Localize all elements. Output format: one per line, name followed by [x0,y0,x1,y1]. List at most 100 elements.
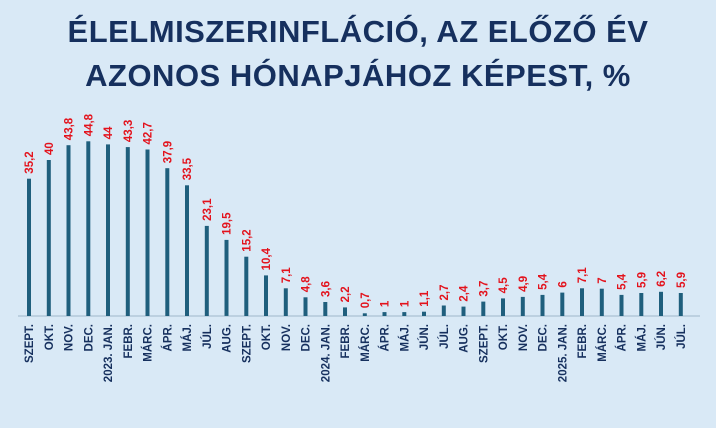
bar-33 [678,293,683,316]
bar-20 [422,311,426,316]
category-label-29: MÁRC. [596,324,609,362]
bar-9 [204,225,209,316]
category-label-1: OKT. [44,324,56,350]
chart-marks: 35,2 SZEPT. 40 OKT. 43,8 NOV. 44,8 DEC. 44 2023. … [24,113,688,382]
value-label-16: 2,2 [340,286,352,302]
category-label-20: JÚN. [418,324,431,350]
category-label-0: SZEPT. [24,324,36,363]
category-label-26: DEC. [538,324,550,351]
value-label-25: 4,9 [518,276,530,292]
category-label-27: 2025. JAN. [557,324,569,382]
value-label-33: 5,9 [676,272,688,288]
value-label-4: 44 [103,126,115,139]
value-label-24: 4,5 [498,277,510,294]
bar-6 [145,149,150,316]
value-label-10: 19,5 [222,212,234,235]
bar-1 [46,160,51,316]
category-label-18: ÁPR. [379,324,392,351]
bar-26 [540,294,545,316]
category-label-13: NOV. [281,324,293,351]
bar-28 [580,288,584,316]
bar-29 [599,288,604,316]
bar-31 [639,293,644,316]
value-label-14: 4,8 [301,276,313,293]
value-label-13: 7,1 [281,267,293,284]
category-label-12: OKT. [261,324,273,350]
value-label-8: 33,5 [182,157,194,180]
category-label-25: NOV. [518,324,530,351]
value-label-20: 1,1 [419,290,431,307]
bar-25 [520,296,525,316]
value-label-26: 5,4 [538,273,550,290]
category-label-11: SZEPT. [241,324,253,363]
value-label-7: 37,9 [162,141,174,163]
category-label-31: MÁJ. [635,324,648,351]
category-label-17: MÁRC. [359,324,372,362]
bar-4 [106,144,110,316]
category-label-10: AUG. [222,324,234,353]
chart-title-line-1: ÉLELMISZERINFLÁCIÓ, AZ ELŐZŐ ÉV [68,13,649,49]
value-label-9: 23,1 [202,198,214,221]
value-label-0: 35,2 [24,151,36,173]
bar-30 [619,294,624,316]
bar-18 [382,312,387,316]
value-label-3: 44,8 [83,113,95,136]
value-label-12: 10,4 [261,247,273,270]
bar-22 [461,306,466,316]
category-label-23: SZEPT. [478,324,490,363]
bar-8 [185,185,189,316]
value-label-2: 43,8 [64,117,76,140]
value-label-19: 1 [399,300,411,307]
category-label-24: OKT. [498,324,510,350]
category-label-15: 2024. JAN. [320,324,332,382]
bar-0 [27,178,31,316]
category-label-16: FEBR. [340,324,352,359]
category-label-33: JÚL. [675,324,688,349]
category-label-19: MÁJ. [398,324,411,351]
category-label-30: ÁPR. [616,324,629,351]
bar-21 [441,305,446,316]
category-label-8: MÁJ. [181,324,194,351]
value-label-23: 3,7 [478,281,490,297]
value-label-32: 6,2 [656,271,668,287]
bar-27 [560,292,565,316]
value-label-6: 42,7 [143,122,155,144]
value-label-28: 7,1 [577,267,589,284]
category-label-9: JÚL. [201,324,214,349]
value-label-18: 1 [380,300,392,307]
category-label-2: NOV. [64,324,76,351]
bar-12 [264,275,268,316]
value-label-30: 5,4 [617,273,629,290]
value-label-22: 2,4 [459,285,471,302]
value-label-29: 7 [597,277,609,283]
value-label-31: 5,9 [636,272,648,288]
bar-17 [362,313,367,316]
value-label-11: 15,2 [241,229,253,251]
value-label-1: 40 [44,142,56,155]
category-label-6: MÁRC. [142,324,155,362]
bar-14 [303,297,308,316]
category-label-21: JÚL. [438,324,451,349]
value-label-17: 0,7 [360,292,372,308]
bar-7 [165,168,170,316]
bar-16 [343,307,347,316]
bar-23 [481,301,486,316]
bar-19 [402,312,407,316]
bar-3 [86,141,91,316]
category-label-5: FEBR. [123,324,135,359]
bar-15 [323,302,328,316]
bar-32 [659,291,663,316]
value-label-21: 2,7 [439,285,451,301]
bar-2 [66,145,71,316]
category-label-32: JÚN. [655,324,668,350]
value-label-27: 6 [557,281,569,287]
bar-10 [224,239,229,316]
bar-5 [125,147,130,316]
category-label-28: FEBR. [577,324,589,359]
value-label-15: 3,6 [320,281,332,297]
category-label-14: DEC. [301,324,313,351]
bar-13 [283,288,288,316]
value-label-5: 43,3 [123,120,135,142]
category-label-22: AUG. [459,324,471,353]
